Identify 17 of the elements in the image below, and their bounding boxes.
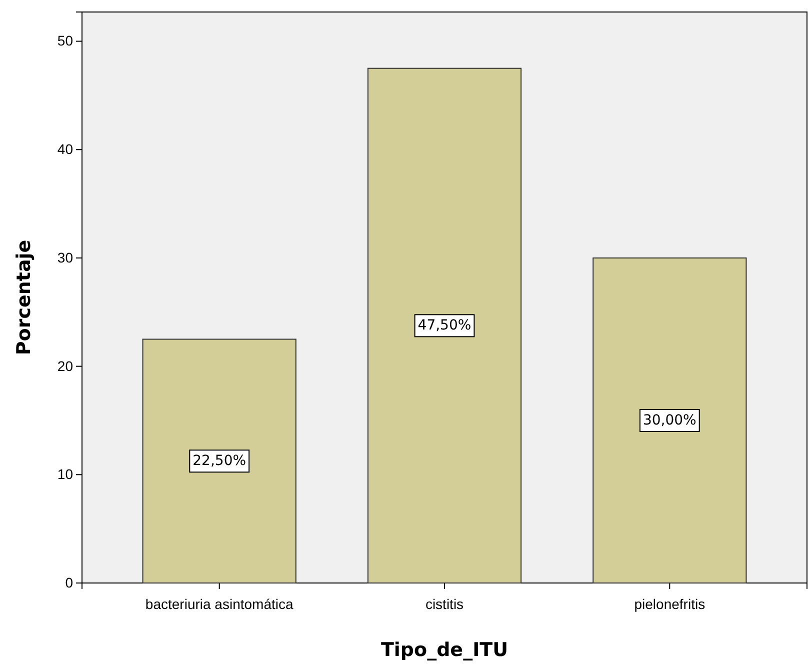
y-tick-label: 10 [57,466,74,482]
y-tick-label: 0 [65,574,74,590]
data-label: 30,00% [642,412,696,428]
y-tick-label: 30 [57,249,74,266]
x-tick-label: cistitis [425,596,464,612]
y-tick-label: 50 [57,32,74,49]
y-axis-title: Porcentaje [13,240,35,356]
bar [142,338,296,584]
data-label: 47,50% [418,318,472,334]
data-label: 22,50% [192,453,246,470]
x-tick-label: bacteriuria asintomática [145,596,294,612]
bar [592,257,747,584]
y-tick-label: 40 [57,141,74,158]
x-axis-title: Tipo_de_ITU [380,639,508,661]
y-tick-label: 20 [57,358,74,374]
bar [367,68,522,584]
x-tick-label: pielonefritis [634,596,706,612]
